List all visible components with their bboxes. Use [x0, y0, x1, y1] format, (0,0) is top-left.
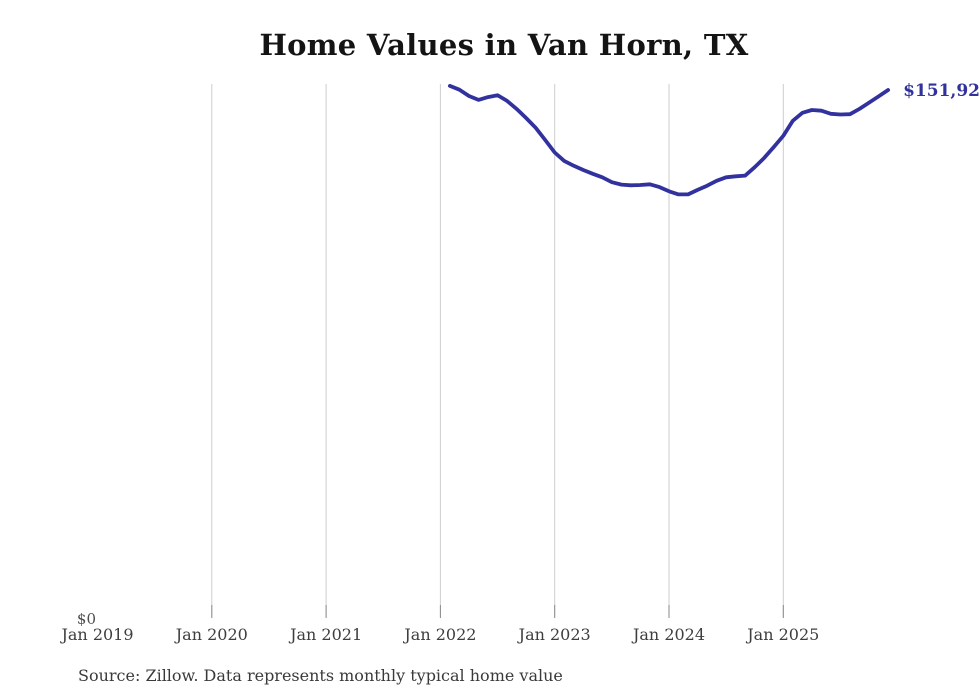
home-value-line [447, 84, 890, 197]
x-tick-label: Jan 2019 [59, 625, 133, 644]
source-note: Source: Zillow. Data represents monthly … [78, 666, 563, 685]
x-tick-label: Jan 2023 [517, 625, 591, 644]
x-tick-label: Jan 2022 [402, 625, 476, 644]
x-tick-label: Jan 2024 [631, 625, 705, 644]
chart-title: Home Values in Van Horn, TX [259, 28, 749, 62]
x-tick-label: Jan 2025 [745, 625, 819, 644]
x-tick-label: Jan 2020 [174, 625, 248, 644]
x-tick-label: Jan 2021 [288, 625, 362, 644]
y-axis-zero-label: $0 [77, 610, 96, 628]
end-value-label: $151,928 [903, 81, 980, 101]
